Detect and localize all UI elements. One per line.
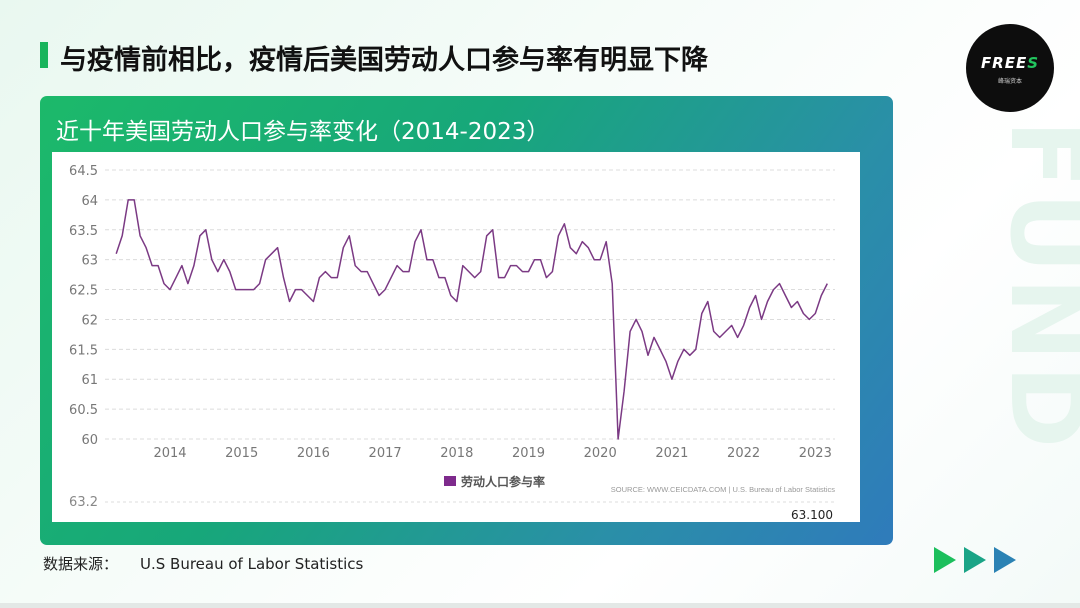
x-tick-label: 2019 [512, 446, 545, 461]
y-tick-label: 64.5 [69, 164, 98, 179]
chart-panel [52, 152, 860, 522]
data-source-value: U.S Bureau of Labor Statistics [140, 555, 364, 573]
arrow-decoration [934, 547, 1016, 573]
y-tick-label: 61.5 [69, 343, 98, 358]
watermark: FREES FUND [990, 120, 1080, 453]
series-line [115, 199, 828, 440]
x-tick-label: 2014 [153, 446, 186, 461]
legend-label[interactable]: 劳动人口参与率 [461, 474, 545, 489]
legend-swatch [444, 476, 456, 486]
y-tick-label: 62.5 [69, 284, 98, 299]
arrow-icon [994, 547, 1016, 573]
x-tick-label: 2023 [799, 446, 832, 461]
arrow-icon [964, 547, 986, 573]
y-tick-label: 62 [81, 313, 98, 328]
navigator-label: 63.2 [69, 495, 98, 510]
x-tick-label: 2018 [440, 446, 473, 461]
logo-text: FREES [980, 54, 1040, 72]
data-source-label: 数据来源： [43, 555, 119, 573]
page-title: 与疫情前相比，疫情后美国劳动人口参与率有明显下降 [60, 45, 708, 76]
bottom-divider [0, 603, 1080, 608]
arrow-icon [934, 547, 956, 573]
x-tick-label: 2015 [225, 446, 258, 461]
y-tick-label: 60.5 [69, 403, 98, 418]
y-tick-label: 60 [81, 433, 98, 448]
latest-value: 63.100 [791, 508, 833, 522]
data-source: 数据来源： U.S Bureau of Labor Statistics [43, 553, 363, 574]
x-tick-label: 2021 [655, 446, 688, 461]
source-note: SOURCE: WWW.CEICDATA.COM | U.S. Bureau o… [611, 485, 835, 494]
y-tick-label: 63.5 [69, 224, 98, 239]
y-tick-label: 61 [81, 373, 98, 388]
y-tick-label: 63 [81, 254, 98, 269]
logo-subtitle: 峰瑞资本 [997, 78, 1022, 85]
chart-card-title: 近十年美国劳动人口参与率变化（2014-2023） [56, 119, 550, 145]
x-tick-label: 2020 [584, 446, 617, 461]
title-accent-bar [40, 42, 48, 68]
x-tick-label: 2017 [369, 446, 402, 461]
logo: FREES 峰瑞资本 [966, 24, 1054, 112]
x-tick-label: 2016 [297, 446, 330, 461]
x-tick-label: 2022 [727, 446, 760, 461]
y-tick-label: 64 [81, 194, 98, 209]
chart-card: 近十年美国劳动人口参与率变化（2014-2023） [40, 96, 893, 545]
